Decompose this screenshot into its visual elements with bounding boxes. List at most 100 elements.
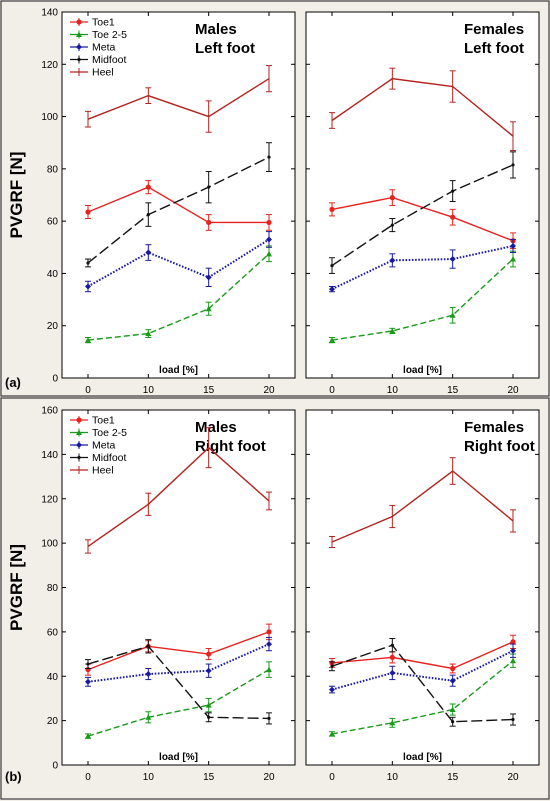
data-point <box>85 283 91 290</box>
subplot-title-line1: Females <box>464 21 524 38</box>
series-line <box>331 641 514 670</box>
data-point <box>86 261 90 265</box>
series-meta <box>85 231 272 293</box>
data-point <box>451 189 455 193</box>
panel-label: (b) <box>5 769 22 784</box>
series-heel <box>85 427 272 554</box>
data-point <box>449 677 456 684</box>
series-line <box>87 668 270 737</box>
series-line <box>331 470 514 543</box>
data-point <box>450 665 456 672</box>
data-point <box>85 733 91 739</box>
y-tick-label: 20 <box>47 716 59 727</box>
y-tick-label: 160 <box>41 406 58 417</box>
data-point <box>329 206 335 212</box>
y-tick-label: 40 <box>47 269 59 280</box>
x-tick-label: 20 <box>263 385 275 396</box>
data-point <box>449 256 456 263</box>
data-point <box>85 337 91 343</box>
data-point <box>330 263 334 268</box>
data-point <box>145 249 152 256</box>
data-point <box>511 163 515 167</box>
data-point <box>146 644 150 648</box>
x-tick-label: 15 <box>447 772 459 783</box>
data-point <box>329 730 335 737</box>
series-line <box>331 258 514 341</box>
x-tick-label: 15 <box>203 772 215 783</box>
legend-label: Toe1 <box>92 415 115 427</box>
data-point <box>330 664 334 668</box>
series-line <box>87 156 270 264</box>
y-tick-label: 0 <box>52 374 58 385</box>
data-point <box>85 209 91 215</box>
subplot-title-line2: Left foot <box>195 40 255 57</box>
series-line <box>87 186 269 224</box>
subplot-title-line2: Left foot <box>464 40 524 57</box>
y-tick-label: 140 <box>41 450 58 461</box>
series-line <box>331 660 514 735</box>
data-point <box>510 639 516 645</box>
data-point <box>449 312 456 318</box>
series-toe-2-5 <box>329 250 516 344</box>
series-heel <box>85 65 272 133</box>
subplot-title-line1: Males <box>195 419 237 436</box>
series-line <box>87 78 270 120</box>
subplot-right: 0 10 15 20 load [%] Females Right foot <box>305 409 540 783</box>
series-midfoot <box>85 142 272 268</box>
series-heel <box>329 457 516 549</box>
series-line <box>331 164 514 267</box>
x-tick-label: 20 <box>507 772 519 783</box>
data-point <box>390 643 394 647</box>
legend-label: Meta <box>92 42 116 54</box>
subplot-title-line2: Right foot <box>195 438 266 455</box>
data-point <box>389 257 396 264</box>
data-point <box>450 214 456 220</box>
data-point <box>266 250 272 257</box>
x-tick-label: 20 <box>507 385 519 396</box>
series-heel <box>329 67 516 152</box>
data-point <box>449 706 456 713</box>
x-tick-label: 0 <box>85 772 91 783</box>
legend-label: Heel <box>92 465 114 477</box>
data-point <box>267 716 271 721</box>
y-tick-label: 100 <box>41 539 58 550</box>
x-tick-label: 10 <box>143 385 155 396</box>
series-toe-2-5 <box>85 661 272 739</box>
y-tick-label: 20 <box>47 321 59 332</box>
x-axis-label: load [%] <box>159 365 198 376</box>
legend-label: Toe1 <box>92 17 115 29</box>
data-point <box>510 657 516 664</box>
legend-label: Meta <box>92 440 116 452</box>
x-tick-label: 0 <box>85 385 91 396</box>
series-line <box>87 238 270 288</box>
series-meta <box>329 238 516 293</box>
plot-area <box>61 11 296 379</box>
y-axis-label: PVGRF [N] <box>7 152 26 239</box>
series-toe1 <box>85 623 272 676</box>
subplot-right: 0 10 15 20 load [%] Females Left foot <box>305 11 540 396</box>
data-point <box>510 242 516 249</box>
series-line <box>87 446 270 548</box>
y-tick-label: 120 <box>41 494 58 505</box>
y-tick-label: 80 <box>47 164 59 175</box>
legend-marker <box>77 57 81 62</box>
y-tick-label: 60 <box>47 627 59 638</box>
data-point <box>145 330 152 337</box>
x-tick-label: 10 <box>387 385 399 396</box>
plot-area <box>61 409 296 766</box>
y-tick-label: 0 <box>52 761 58 772</box>
data-point <box>389 669 396 676</box>
x-tick-label: 10 <box>143 772 155 783</box>
data-point <box>451 720 455 724</box>
series-toe-2-5 <box>85 245 272 344</box>
x-tick-label: 0 <box>329 385 335 396</box>
series-midfoot <box>329 151 516 274</box>
x-axis-label: load [%] <box>403 365 442 376</box>
x-tick-label: 15 <box>447 385 459 396</box>
subplot-title-line2: Right foot <box>464 438 535 455</box>
subplot-title-line1: Males <box>195 21 237 38</box>
legend-marker <box>77 455 81 460</box>
